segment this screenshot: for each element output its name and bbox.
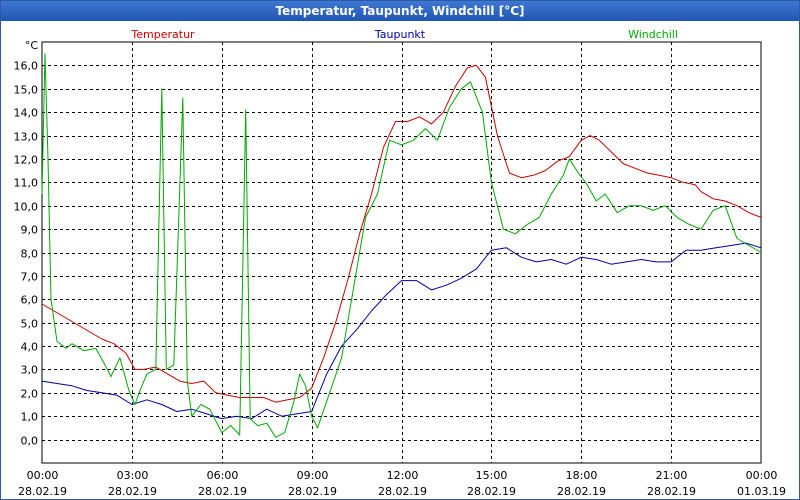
x-tick-time: 21:00	[656, 469, 688, 482]
x-tick-time: 09:00	[297, 469, 329, 482]
x-tick-date: 28.02.19	[288, 485, 337, 498]
x-tick-time: 00:00	[27, 469, 59, 482]
series-line-taupunkt	[41, 242, 762, 420]
x-tick-date: 28.02.19	[18, 485, 67, 498]
grid	[42, 42, 761, 463]
y-tick-label: 10,0	[14, 201, 39, 214]
x-tick-date: 28.02.19	[198, 485, 247, 498]
y-tick-label: 13,0	[14, 131, 39, 144]
x-tick-date: 28.02.19	[557, 485, 606, 498]
x-tick-time: 06:00	[207, 469, 239, 482]
y-tick-label: 11,0	[14, 177, 39, 190]
x-tick-date: 28.02.19	[108, 485, 157, 498]
y-tick-label: 16,0	[14, 60, 39, 73]
y-tick-label: 3,0	[21, 364, 39, 377]
x-tick-time: 03:00	[117, 469, 149, 482]
legend-windchill: Windchill	[628, 28, 678, 41]
y-tick-label: 12,0	[14, 154, 39, 167]
y-tick-label: 6,0	[21, 294, 39, 307]
x-tick-date: 28.02.19	[647, 485, 696, 498]
x-tick-time: 18:00	[566, 469, 598, 482]
y-tick-label: 2,0	[21, 388, 39, 401]
legend-taupunkt: Taupunkt	[374, 28, 426, 41]
y-tick-label: 5,0	[21, 318, 39, 331]
y-tick-label: 9,0	[21, 224, 39, 237]
series-line-windchill	[41, 53, 762, 438]
x-tick-date: 01.03.19	[737, 485, 786, 498]
axes: 0,0 1,0 2,0 3,0 4,0 5,0 6,0 7,0 8,0 9,0 10,0 11,0 12…	[14, 39, 786, 498]
legend: Temperatur Taupunkt Windchill	[130, 28, 678, 41]
y-tick-label: 7,0	[21, 271, 39, 284]
x-tick-date: 28.02.19	[467, 485, 516, 498]
series-line-temperatur	[41, 64, 762, 403]
x-tick-time: 00:00	[746, 469, 778, 482]
plot-frame	[41, 41, 762, 464]
y-tick-label: 8,0	[21, 248, 39, 261]
y-tick-label: 14,0	[14, 107, 39, 120]
x-tick-time: 12:00	[387, 469, 419, 482]
legend-temperatur: Temperatur	[130, 28, 195, 41]
series-lines	[41, 53, 762, 438]
chart-canvas: 0,0 1,0 2,0 3,0 4,0 5,0 6,0 7,0 8,0 9,0 10,0 11,0 12…	[14, 28, 786, 498]
window-title: Temperatur, Taupunkt, Windchill [°C]	[1, 1, 799, 21]
y-tick-label: 1,0	[21, 411, 39, 424]
y-tick-label: 4,0	[21, 341, 39, 354]
x-tick-date: 28.02.19	[378, 485, 427, 498]
y-unit-label: °C	[25, 39, 39, 52]
x-tick-time: 15:00	[476, 469, 508, 482]
y-tick-label: 15,0	[14, 84, 39, 97]
y-tick-label: 0,0	[21, 435, 39, 448]
